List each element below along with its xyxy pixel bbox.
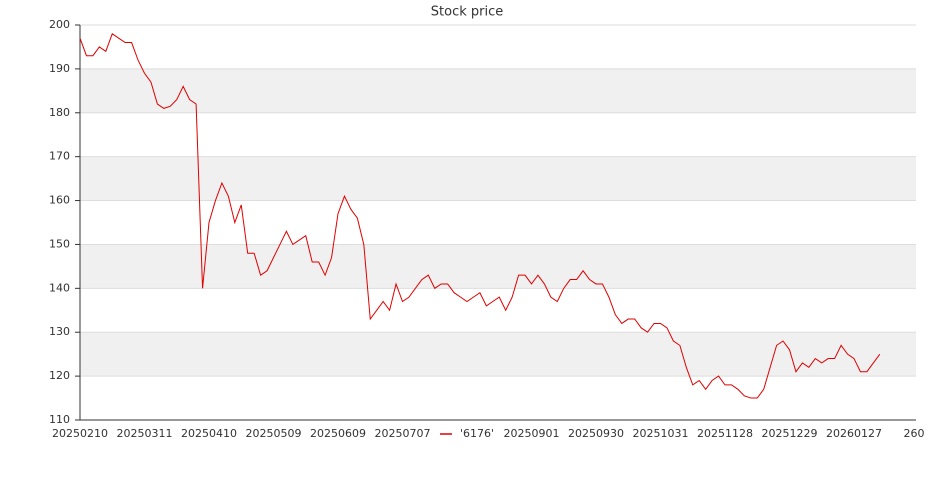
y-tick-label: 130 — [49, 325, 70, 338]
chart-title: Stock price — [431, 5, 503, 20]
x-tick-label: 20250930 — [568, 427, 624, 440]
y-tick-label: 110 — [49, 413, 70, 426]
grid-band — [80, 156, 916, 201]
x-tick-label: 20250311 — [117, 427, 173, 440]
y-tick-label: 160 — [49, 194, 70, 207]
x-tick-label: 20250707 — [375, 427, 431, 440]
grid-band — [80, 332, 916, 377]
x-tick-label: 20250410 — [181, 427, 237, 440]
x-tick-label: 20251031 — [633, 427, 689, 440]
y-tick-label: 150 — [49, 237, 70, 250]
x-tick-label: 20250901 — [504, 427, 560, 440]
y-tick-label: 200 — [49, 18, 70, 31]
x-tick-label: 20250609 — [310, 427, 366, 440]
x-tick-label: 20250210 — [52, 427, 108, 440]
y-tick-label: 180 — [49, 106, 70, 119]
x-tick-label: 260 — [904, 427, 925, 440]
legend-label: '6176' — [460, 427, 494, 440]
y-tick-label: 120 — [49, 369, 70, 382]
legend-bg — [436, 426, 498, 442]
y-tick-label: 170 — [49, 150, 70, 163]
x-tick-label: 20251128 — [697, 427, 753, 440]
grid-band — [80, 244, 916, 289]
price-line — [79, 33, 881, 399]
grid-band — [80, 68, 916, 113]
y-tick-label: 190 — [49, 62, 70, 75]
x-tick-label: 20251229 — [762, 427, 818, 440]
x-tick-label: 20260127 — [826, 427, 882, 440]
x-tick-label: 20250509 — [246, 427, 302, 440]
y-tick-label: 140 — [49, 281, 70, 294]
